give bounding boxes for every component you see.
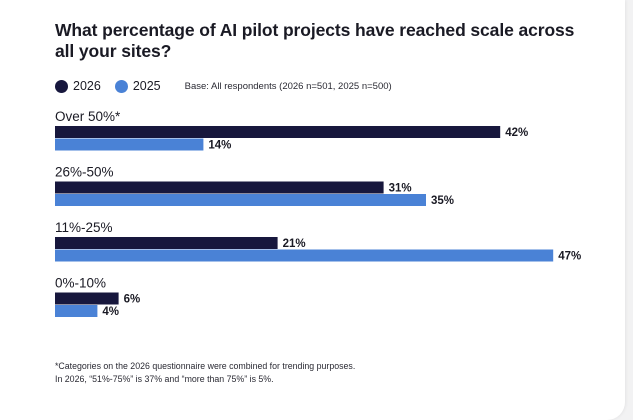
category-label-over-50: Over 50%* [55, 109, 121, 124]
legend-label-2025: 2025 [132, 79, 161, 93]
legend-label-2026: 2026 [73, 79, 101, 93]
bar-2026-over-50 [55, 126, 501, 138]
legend-swatch-2026 [55, 79, 68, 93]
value-label-2026-0-10: 6% [124, 294, 141, 306]
bar-chart: Over 50%* 42% 14% 26%-50% 31% 35% 11%-25% 21% 47… [55, 109, 581, 318]
legend-item-2026: 2026 [55, 79, 101, 93]
category-label-0-10: 0%-10% [55, 276, 106, 291]
value-label-2025-11-25: 47% [558, 251, 581, 263]
value-label-2026-11-25: 21% [283, 238, 306, 250]
bar-2025-26-50 [55, 194, 426, 206]
category-label-11-25: 11%-25% [55, 220, 113, 235]
value-label-2025-over-50: 14% [208, 140, 231, 152]
value-label-2025-0-10: 4% [102, 306, 119, 318]
value-label-2025-26-50: 35% [431, 195, 454, 207]
footnote: *Categories on the 2026 questionnaire we… [55, 360, 595, 386]
category-label-26-50: 26%-50% [55, 165, 114, 180]
bar-2026-0-10 [55, 292, 119, 305]
value-label-2026-26-50: 31% [389, 183, 412, 195]
chart-title: What percentage of AI pilot projects hav… [55, 20, 575, 61]
bar-2025-0-10 [55, 305, 98, 317]
bar-2026-26-50 [55, 181, 384, 194]
footnote-line-1: *Categories on the 2026 questionnaire we… [55, 361, 356, 371]
legend-item-2025: 2025 [114, 79, 161, 93]
legend-swatch-2025 [114, 79, 128, 93]
value-label-2026-over-50: 42% [505, 127, 528, 139]
bar-2025-11-25 [55, 249, 554, 262]
bar-2025-over-50 [55, 138, 204, 151]
legend: 2026 2025 Base: All respondents (2026 n=… [55, 79, 392, 93]
base-note: Base: All respondents (2026 n=501, 2025 … [184, 80, 392, 92]
footnote-line-2: In 2026, “51%-75%” is 37% and “more than… [55, 374, 274, 384]
bar-2026-11-25 [55, 237, 278, 249]
